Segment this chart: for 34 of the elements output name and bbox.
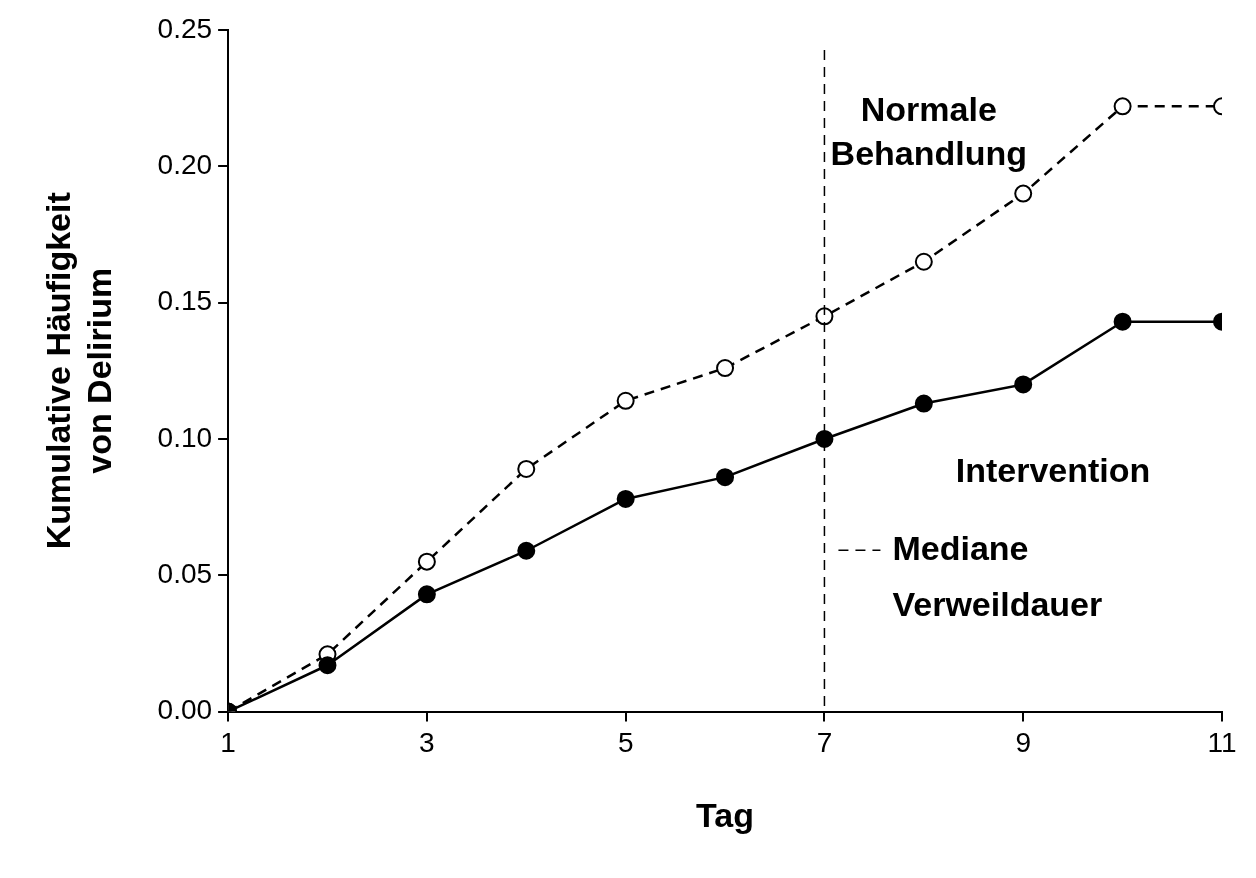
point — [517, 541, 536, 560]
point — [417, 585, 436, 604]
point — [517, 459, 536, 478]
y-tick-label: 0.20 — [157, 149, 213, 181]
x-axis-title: Tag — [696, 795, 755, 834]
point — [716, 359, 735, 378]
x-tick-label: 9 — [1015, 727, 1032, 759]
x-tick-label: 5 — [617, 727, 634, 759]
x-tick-label: 7 — [816, 727, 833, 759]
point — [417, 552, 436, 571]
point — [318, 656, 337, 675]
y-tick-label: 0.10 — [157, 421, 213, 453]
y-tick-label: 0.25 — [157, 12, 213, 44]
y-axis-title: Kumulative Häufigkeit von Delirium — [38, 192, 118, 550]
point — [1113, 97, 1132, 116]
y-tick-label: 0.00 — [157, 694, 213, 726]
point — [914, 394, 933, 413]
point — [1014, 184, 1033, 203]
x-tick-label: 3 — [419, 727, 435, 759]
x-tick-label: 11 — [1207, 727, 1237, 759]
point — [1014, 375, 1033, 394]
x-tick-label: 1 — [220, 727, 236, 759]
y-tick-label: 0.05 — [157, 558, 213, 589]
point — [616, 391, 635, 410]
point — [616, 489, 635, 508]
point — [815, 307, 834, 326]
series-label: Normale Behandlung — [830, 90, 1028, 173]
point — [815, 429, 834, 448]
y-tick-label: 0.15 — [157, 285, 213, 317]
point — [716, 468, 735, 487]
series-label: Intervention — [955, 451, 1151, 490]
point — [1113, 312, 1132, 331]
ref-line-label: Mediane Verweildauer — [892, 528, 1103, 623]
point — [914, 252, 933, 271]
